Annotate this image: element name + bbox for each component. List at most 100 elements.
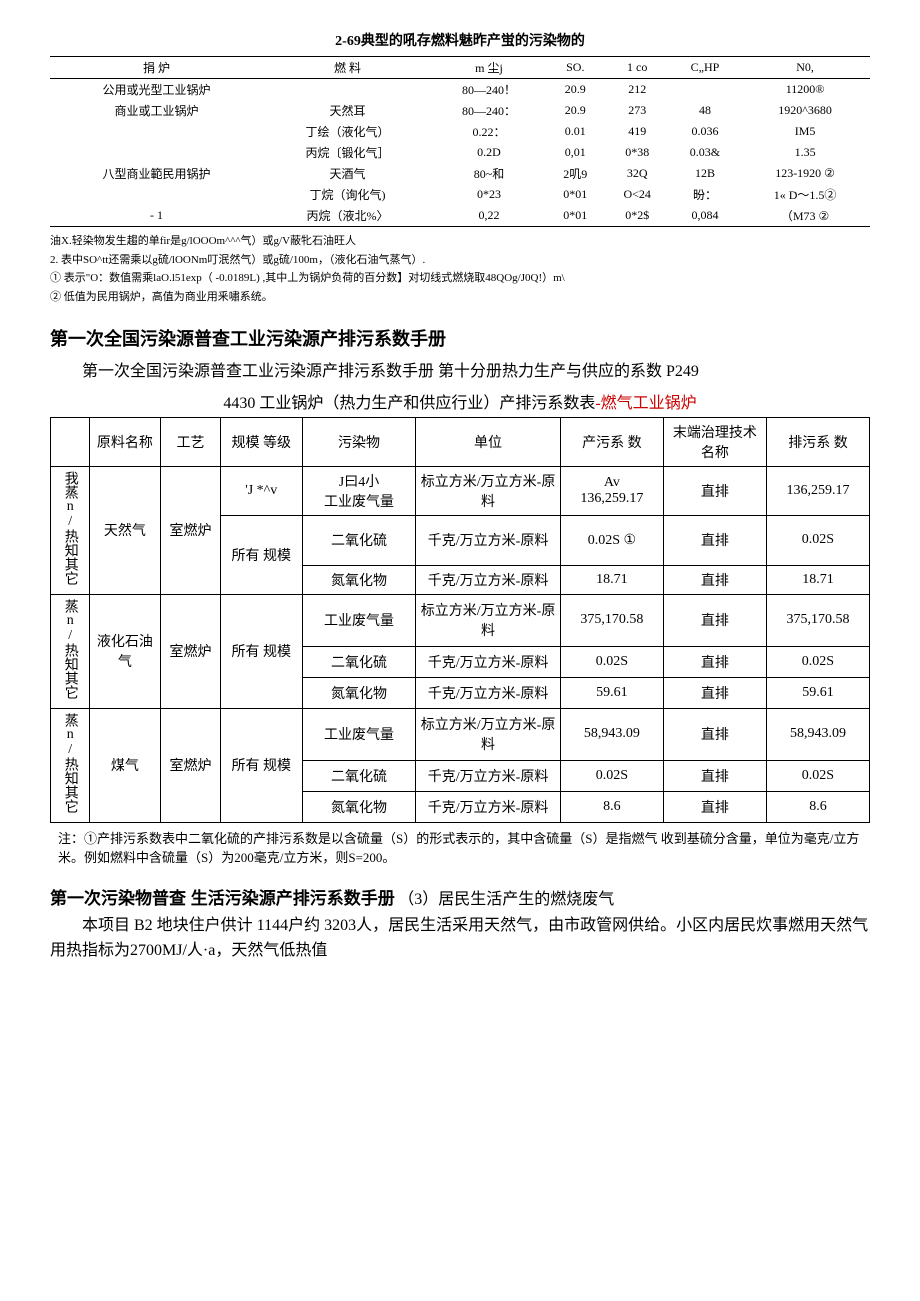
- table-cell: 2叽9: [546, 163, 605, 184]
- scale-cell: 'J *^v: [220, 466, 302, 515]
- unit-cell: 千克/万立方米-原料: [416, 565, 561, 594]
- table-cell: 212: [605, 79, 670, 101]
- tech-cell: 室燃炉: [161, 466, 220, 594]
- unit-cell: 标立方米/万立方米-原料: [416, 708, 561, 760]
- table-cell: 1« D～1.5②: [740, 184, 870, 205]
- coef-cell: 0.02S ①: [560, 515, 663, 565]
- pollutant-cell: 二氧化硫: [302, 515, 415, 565]
- table-cell: 商业或工业锅炉: [50, 100, 263, 121]
- table-row: - 1丙烷（液北%〉0,220*010*2$0,084（M73 ②: [50, 205, 870, 227]
- th-emit: 排污系 数: [766, 417, 869, 466]
- end-cell: 直排: [663, 677, 766, 708]
- pollutant-cell: 工业废气量: [302, 594, 415, 646]
- end-cell: 直排: [663, 708, 766, 760]
- table-cell: 0*38: [605, 142, 670, 163]
- scale-cell: 所有 规模: [220, 515, 302, 594]
- emit-cell: 58,943.09: [766, 708, 869, 760]
- table-cell: 80~和: [432, 163, 546, 184]
- table69-header-row: 捐 炉 燃 料 m 尘j SO. 1 co C„HP N0,: [50, 57, 870, 79]
- pollutant-cell: 氮氧化物: [302, 791, 415, 822]
- table-cell: 20.9: [546, 79, 605, 101]
- emit-cell: 18.71: [766, 565, 869, 594]
- row-group-label: 蒸n/热知其它: [51, 594, 90, 708]
- coef-cell: 8.6: [560, 791, 663, 822]
- coef-cell: 59.61: [560, 677, 663, 708]
- table-4430: 原料名称 工艺 规模 等级 污染物 单位 产污系 数 末端治理技术名称 排污系 …: [50, 417, 870, 823]
- unit-cell: 千克/万立方米-原料: [416, 760, 561, 791]
- emit-cell: 0.02S: [766, 646, 869, 677]
- table-cell: 天酒气: [263, 163, 432, 184]
- th-co: 1 co: [605, 57, 670, 79]
- material-cell: 煤气: [89, 708, 161, 822]
- table-cell: [50, 184, 263, 205]
- emit-cell: 59.61: [766, 677, 869, 708]
- table-cell: 0,22: [432, 205, 546, 227]
- table-cell: 昐：: [670, 184, 740, 205]
- table-cell: [670, 79, 740, 101]
- coef-cell: 58,943.09: [560, 708, 663, 760]
- table-row: 蒸n/热知其它液化石油气室燃炉所有 规模工业废气量标立方米/万立方米-原料375…: [51, 594, 870, 646]
- unit-cell: 标立方米/万立方米-原料: [416, 466, 561, 515]
- table-cell: 20.9: [546, 100, 605, 121]
- coef-cell: 0.02S: [560, 760, 663, 791]
- table-cell: 0*01: [546, 205, 605, 227]
- table-cell: 48: [670, 100, 740, 121]
- subtitle-red-part: -燃气工业锅炉: [595, 395, 696, 412]
- table-row: 我蒸n/热知其它天然气室燃炉'J *^vJ曰4小 工业废气量标立方米/万立方米-…: [51, 466, 870, 515]
- coef-cell: 18.71: [560, 565, 663, 594]
- section1-para: 第一次全国污染源普查工业污染源产排污系数手册 第十分册热力生产与供应的系数 P2…: [50, 359, 870, 385]
- table-cell: 12B: [670, 163, 740, 184]
- table-cell: 80—240：: [432, 100, 546, 121]
- table-cell: 0.036: [670, 121, 740, 142]
- row-group-label: 我蒸n/热知其它: [51, 466, 90, 594]
- table-cell: 419: [605, 121, 670, 142]
- th-no: N0,: [740, 57, 870, 79]
- emit-cell: 136,259.17: [766, 466, 869, 515]
- table-cell: O<24: [605, 184, 670, 205]
- table-cell: 丙烷（液北%〉: [263, 205, 432, 227]
- table-cell: 11200®: [740, 79, 870, 101]
- th-tech: 工艺: [161, 417, 220, 466]
- table-cell: 1.35: [740, 142, 870, 163]
- pollutant-cell: J曰4小 工业废气量: [302, 466, 415, 515]
- table-cell: [263, 79, 432, 101]
- table-row: 丙烷〔锻化气］0.2D0,010*380.03&1.35: [50, 142, 870, 163]
- th-end: 末端治理技术名称: [663, 417, 766, 466]
- section1-heading: 第一次全国污染源普查工业污染源产排污系数手册: [50, 325, 870, 351]
- table4430-note: 注：①产排污系数表中二氧化硫的产排污系数是以含硫量（S）的形式表示的，其中含硫量…: [50, 829, 870, 868]
- th-pollutant: 污染物: [302, 417, 415, 466]
- pollutant-cell: 氮氧化物: [302, 677, 415, 708]
- table4430-title: 4430 工业锅炉（热力生产和供应行业）产排污系数表-燃气工业锅炉: [50, 389, 870, 413]
- table-cell: 丁烷（询化气): [263, 184, 432, 205]
- pollutant-cell: 二氧化硫: [302, 646, 415, 677]
- table-cell: 0*2$: [605, 205, 670, 227]
- table-cell: 80—240！: [432, 79, 546, 101]
- table-cell: 123-1920 ②: [740, 163, 870, 184]
- table-2-69: 捐 炉 燃 料 m 尘j SO. 1 co C„HP N0, 公用或光型工业锅炉…: [50, 56, 870, 227]
- unit-cell: 千克/万立方米-原料: [416, 677, 561, 708]
- coef-cell: 375,170.58: [560, 594, 663, 646]
- table-cell: - 1: [50, 205, 263, 227]
- table-cell: 丁绘（液化气）: [263, 121, 432, 142]
- emit-cell: 0.02S: [766, 760, 869, 791]
- pollutant-cell: 工业废气量: [302, 708, 415, 760]
- scale-cell: 所有 规模: [220, 708, 302, 822]
- table-cell: 0.01: [546, 121, 605, 142]
- unit-cell: 千克/万立方米-原料: [416, 646, 561, 677]
- th-furnace: 捐 炉: [50, 57, 263, 79]
- table-row: 丁绘（液化气）0.22：0.014190.036IM5: [50, 121, 870, 142]
- table-cell: （M73 ②: [740, 205, 870, 227]
- end-cell: 直排: [663, 646, 766, 677]
- th-coef: 产污系 数: [560, 417, 663, 466]
- table-cell: 0.2D: [432, 142, 546, 163]
- pollutant-cell: 二氧化硫: [302, 760, 415, 791]
- end-cell: 直排: [663, 466, 766, 515]
- note-line: 油X.轻染物发生趨的单fir是g/lOOOm^^^气）或g/V蔽牝石油旺人: [50, 233, 870, 250]
- t4430-header-row: 原料名称 工艺 规模 等级 污染物 单位 产污系 数 末端治理技术名称 排污系 …: [51, 417, 870, 466]
- note-line: ② 低值为民用锅炉，高值为商业用釆嘯系统。: [50, 289, 870, 306]
- table-cell: [50, 142, 263, 163]
- end-cell: 直排: [663, 565, 766, 594]
- table-cell: 1920^3680: [740, 100, 870, 121]
- coef-cell: Av 136,259.17: [560, 466, 663, 515]
- th-blank: [51, 417, 90, 466]
